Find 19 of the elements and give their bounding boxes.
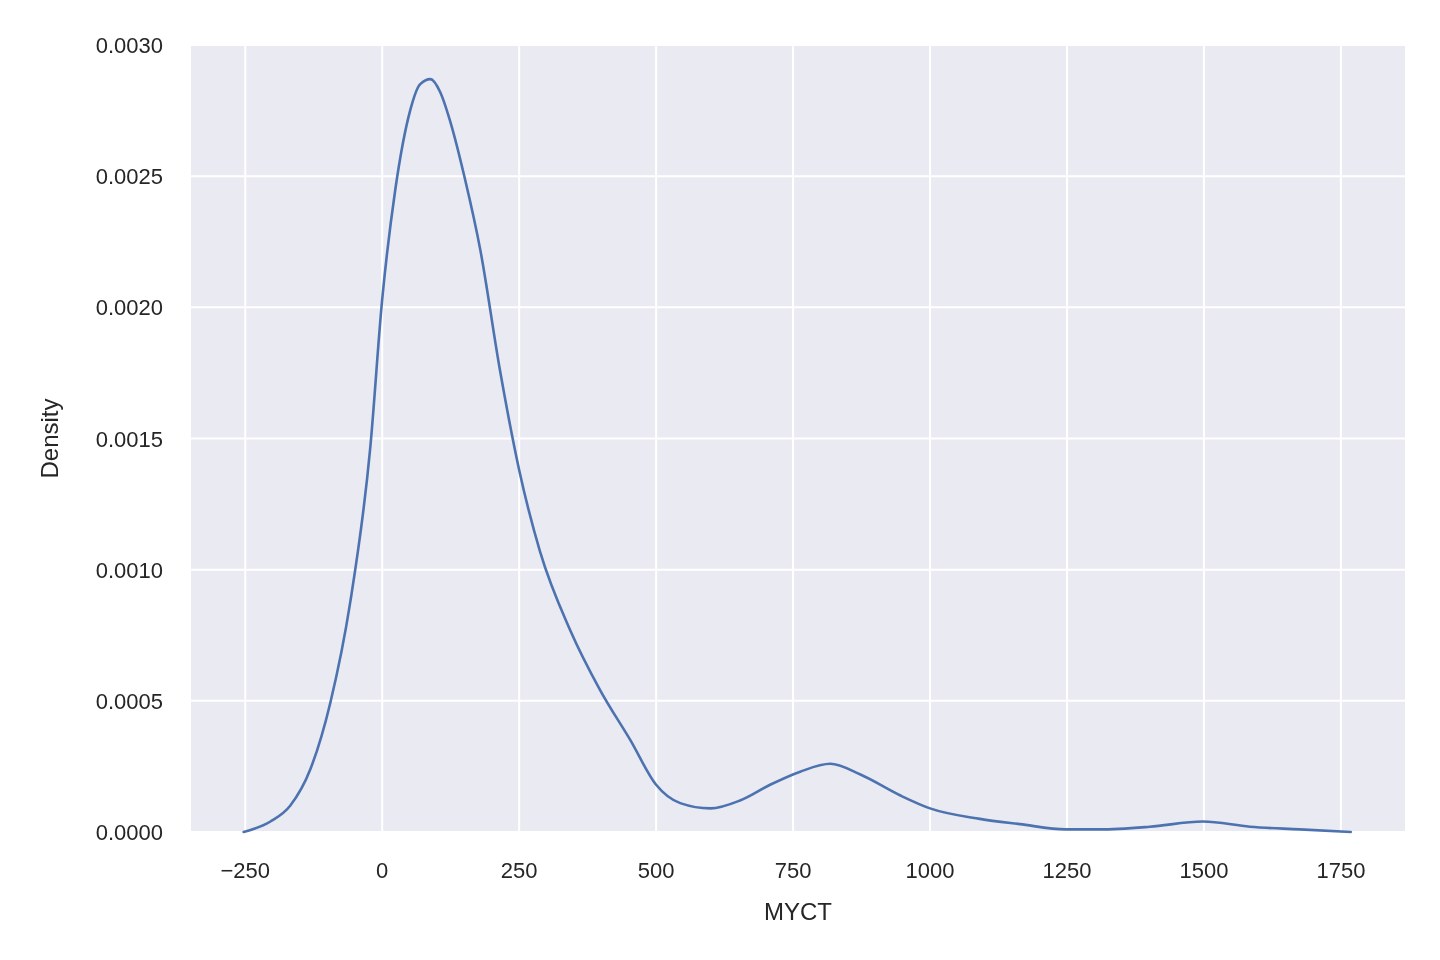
y-tick-label: 0.0030 (95, 33, 163, 58)
x-tick-label: −250 (220, 858, 271, 883)
y-tick-label: 0.0005 (95, 688, 163, 714)
x-tick-label: 0 (376, 858, 389, 883)
x-tick-label: 500 (637, 858, 675, 883)
x-tick-label: 1750 (1316, 858, 1366, 883)
x-axis-title: MYCT (764, 898, 833, 925)
y-tick-label: 0.0015 (95, 426, 163, 452)
x-tick-label: 1250 (1042, 858, 1092, 883)
line-series (242, 77, 1353, 834)
x-tick-label: 750 (774, 858, 812, 883)
y-tick-label: 0.0020 (95, 295, 163, 321)
y-tick-label: 0.0025 (95, 164, 163, 190)
y-tick-label: 0.0000 (95, 820, 163, 845)
x-tick-label: 1500 (1179, 858, 1229, 883)
y-axis-title: Density (36, 398, 63, 479)
y-tick-label: 0.0010 (95, 557, 163, 583)
x-tick-label: 1000 (905, 858, 955, 883)
x-tick-label: 250 (500, 858, 538, 883)
